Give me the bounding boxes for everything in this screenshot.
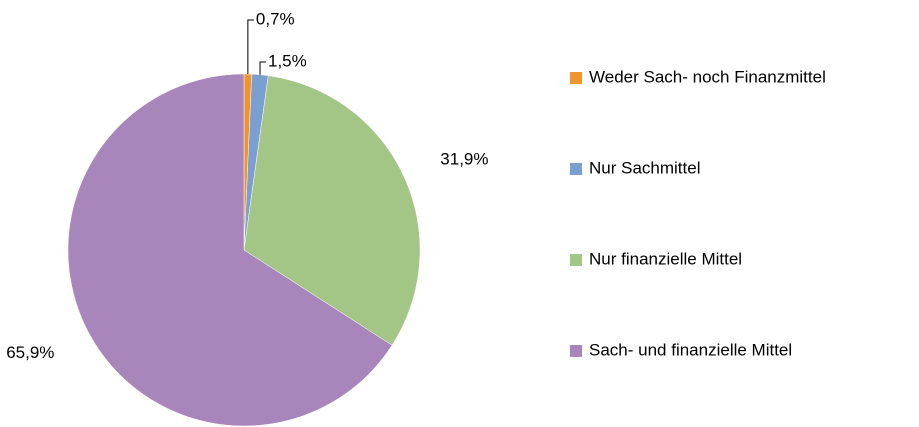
legend-swatch bbox=[570, 345, 582, 357]
legend-label: Weder Sach- noch Finanzmittel bbox=[589, 67, 826, 86]
data-label: 65,9% bbox=[6, 343, 54, 362]
leader-line bbox=[259, 61, 267, 75]
legend-label: Nur finanzielle Mittel bbox=[589, 249, 742, 268]
legend-swatch bbox=[570, 254, 582, 266]
pie-slice bbox=[243, 75, 421, 346]
legend-swatch bbox=[570, 72, 582, 84]
legend-swatch bbox=[570, 163, 582, 175]
legend-label: Sach- und finanzielle Mittel bbox=[589, 340, 792, 359]
pie-slice bbox=[67, 73, 393, 427]
leader-line bbox=[247, 19, 254, 75]
data-label: 31,9% bbox=[440, 149, 488, 168]
legend-label: Nur Sachmittel bbox=[589, 158, 700, 177]
data-label: 1,5% bbox=[268, 51, 307, 70]
data-label: 0,7% bbox=[256, 9, 295, 28]
